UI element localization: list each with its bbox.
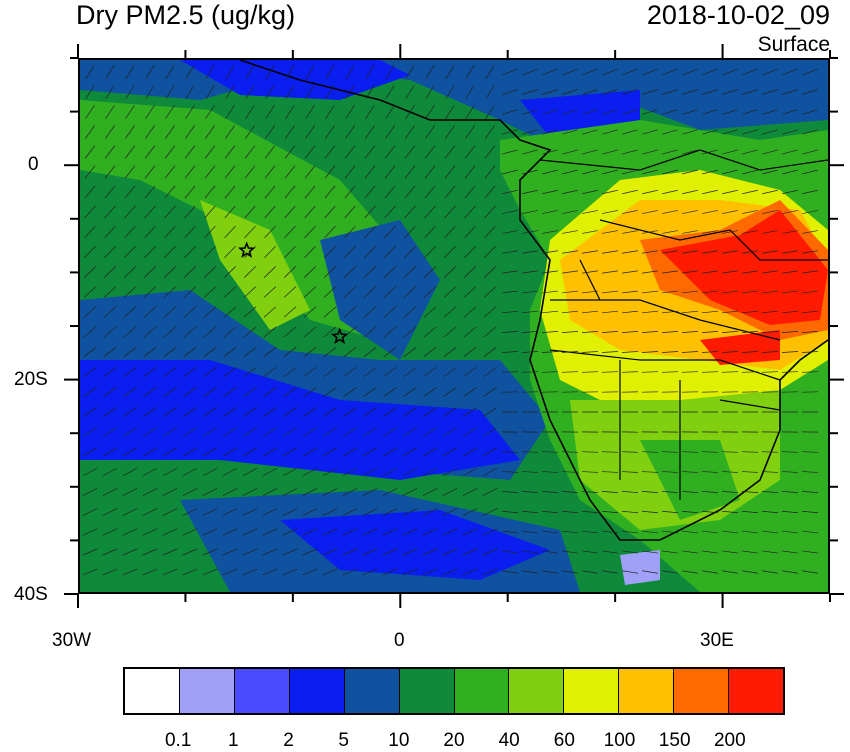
plot-title: Dry PM2.5 (ug/kg) <box>76 0 295 31</box>
lavender-patch <box>620 550 660 585</box>
colorbar-swatch <box>400 669 455 713</box>
colorbar-swatch <box>235 669 290 713</box>
colorbar-swatch <box>564 669 619 713</box>
colorbar <box>123 667 785 715</box>
colorbar-swatch <box>674 669 729 713</box>
colorbar-swatch <box>455 669 510 713</box>
colorbar-swatch <box>290 669 345 713</box>
colorbar-label: 20 <box>443 730 464 752</box>
colorbar-label: 2 <box>283 730 294 752</box>
colorbar-swatch <box>509 669 564 713</box>
colorbar-label: 100 <box>604 730 636 752</box>
colorbar-swatch <box>619 669 674 713</box>
x-axis-label-30e: 30E <box>700 630 734 652</box>
colorbar-label: 1 <box>228 730 239 752</box>
colorbar-swatch <box>729 669 783 713</box>
colorbar-label: 200 <box>714 730 746 752</box>
colorbar-swatch <box>345 669 400 713</box>
plot-datetime: 2018-10-02_09 <box>647 0 830 31</box>
y-axis-label-20s: 20S <box>14 369 48 391</box>
colorbar-label: 10 <box>388 730 409 752</box>
colorbar-swatch <box>125 669 180 713</box>
pm25-field-map <box>80 60 828 592</box>
x-axis-label-0: 0 <box>394 630 405 652</box>
colorbar-label: 60 <box>554 730 575 752</box>
colorbar-label: 0.1 <box>165 730 191 752</box>
plot-level: Surface <box>758 33 830 57</box>
map-panel <box>78 58 830 594</box>
colorbar-label: 5 <box>338 730 349 752</box>
colorbar-label: 40 <box>499 730 520 752</box>
y-axis-label-0: 0 <box>28 154 39 176</box>
colorbar-swatch <box>180 669 235 713</box>
colorbar-label: 150 <box>659 730 691 752</box>
y-axis-label-40s: 40S <box>14 584 48 606</box>
x-axis-label-30w: 30W <box>52 630 91 652</box>
